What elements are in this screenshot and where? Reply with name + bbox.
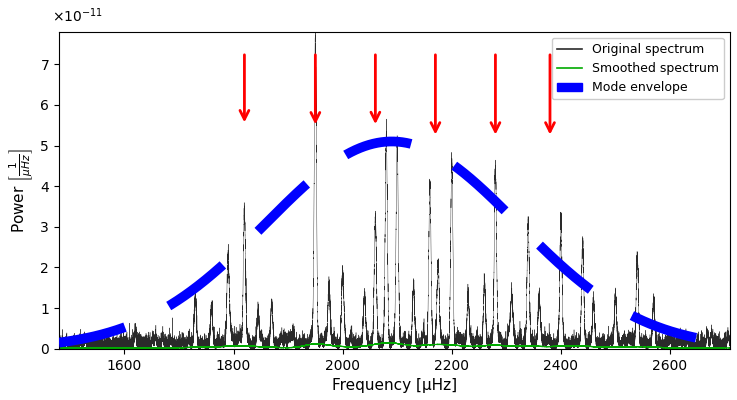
- Mode envelope: [555, 262, 564, 266]
- Smoothed spectrum: [726, 346, 735, 350]
- Mode envelope: [623, 311, 632, 316]
- Original spectrum: [555, 290, 564, 295]
- Mode envelope: [388, 139, 397, 144]
- Smoothed spectrum: [623, 344, 632, 349]
- Original spectrum: [529, 338, 538, 343]
- Smoothed spectrum: [529, 344, 538, 348]
- Original spectrum: [311, 28, 320, 32]
- Mode envelope: [510, 218, 519, 222]
- Line: Mode envelope: Mode envelope: [59, 142, 730, 343]
- Legend: Original spectrum, Smoothed spectrum, Mode envelope: Original spectrum, Smoothed spectrum, Mo…: [552, 38, 724, 100]
- Original spectrum: [623, 338, 632, 342]
- Smoothed spectrum: [65, 346, 74, 350]
- Original spectrum: [172, 346, 181, 351]
- Smoothed spectrum: [555, 344, 564, 348]
- Mode envelope: [55, 340, 63, 345]
- Original spectrum: [629, 344, 638, 349]
- Mode envelope: [529, 237, 538, 242]
- Smoothed spectrum: [629, 344, 638, 349]
- Smoothed spectrum: [510, 344, 519, 348]
- Smoothed spectrum: [360, 344, 368, 348]
- Smoothed spectrum: [386, 340, 395, 345]
- Y-axis label: Power $\left[\frac{1}{\mu Hz}\right]$: Power $\left[\frac{1}{\mu Hz}\right]$: [7, 148, 35, 233]
- Original spectrum: [360, 295, 368, 300]
- Line: Original spectrum: Original spectrum: [59, 30, 730, 349]
- Original spectrum: [55, 339, 63, 344]
- Mode envelope: [360, 144, 368, 149]
- Original spectrum: [726, 340, 735, 344]
- X-axis label: Frequency [μHz]: Frequency [μHz]: [332, 378, 457, 393]
- Smoothed spectrum: [55, 346, 63, 350]
- Line: Smoothed spectrum: Smoothed spectrum: [59, 343, 730, 348]
- Mode envelope: [726, 341, 735, 346]
- Text: $\times10^{-11}$: $\times10^{-11}$: [52, 7, 103, 25]
- Original spectrum: [510, 336, 519, 341]
- Mode envelope: [629, 314, 638, 319]
